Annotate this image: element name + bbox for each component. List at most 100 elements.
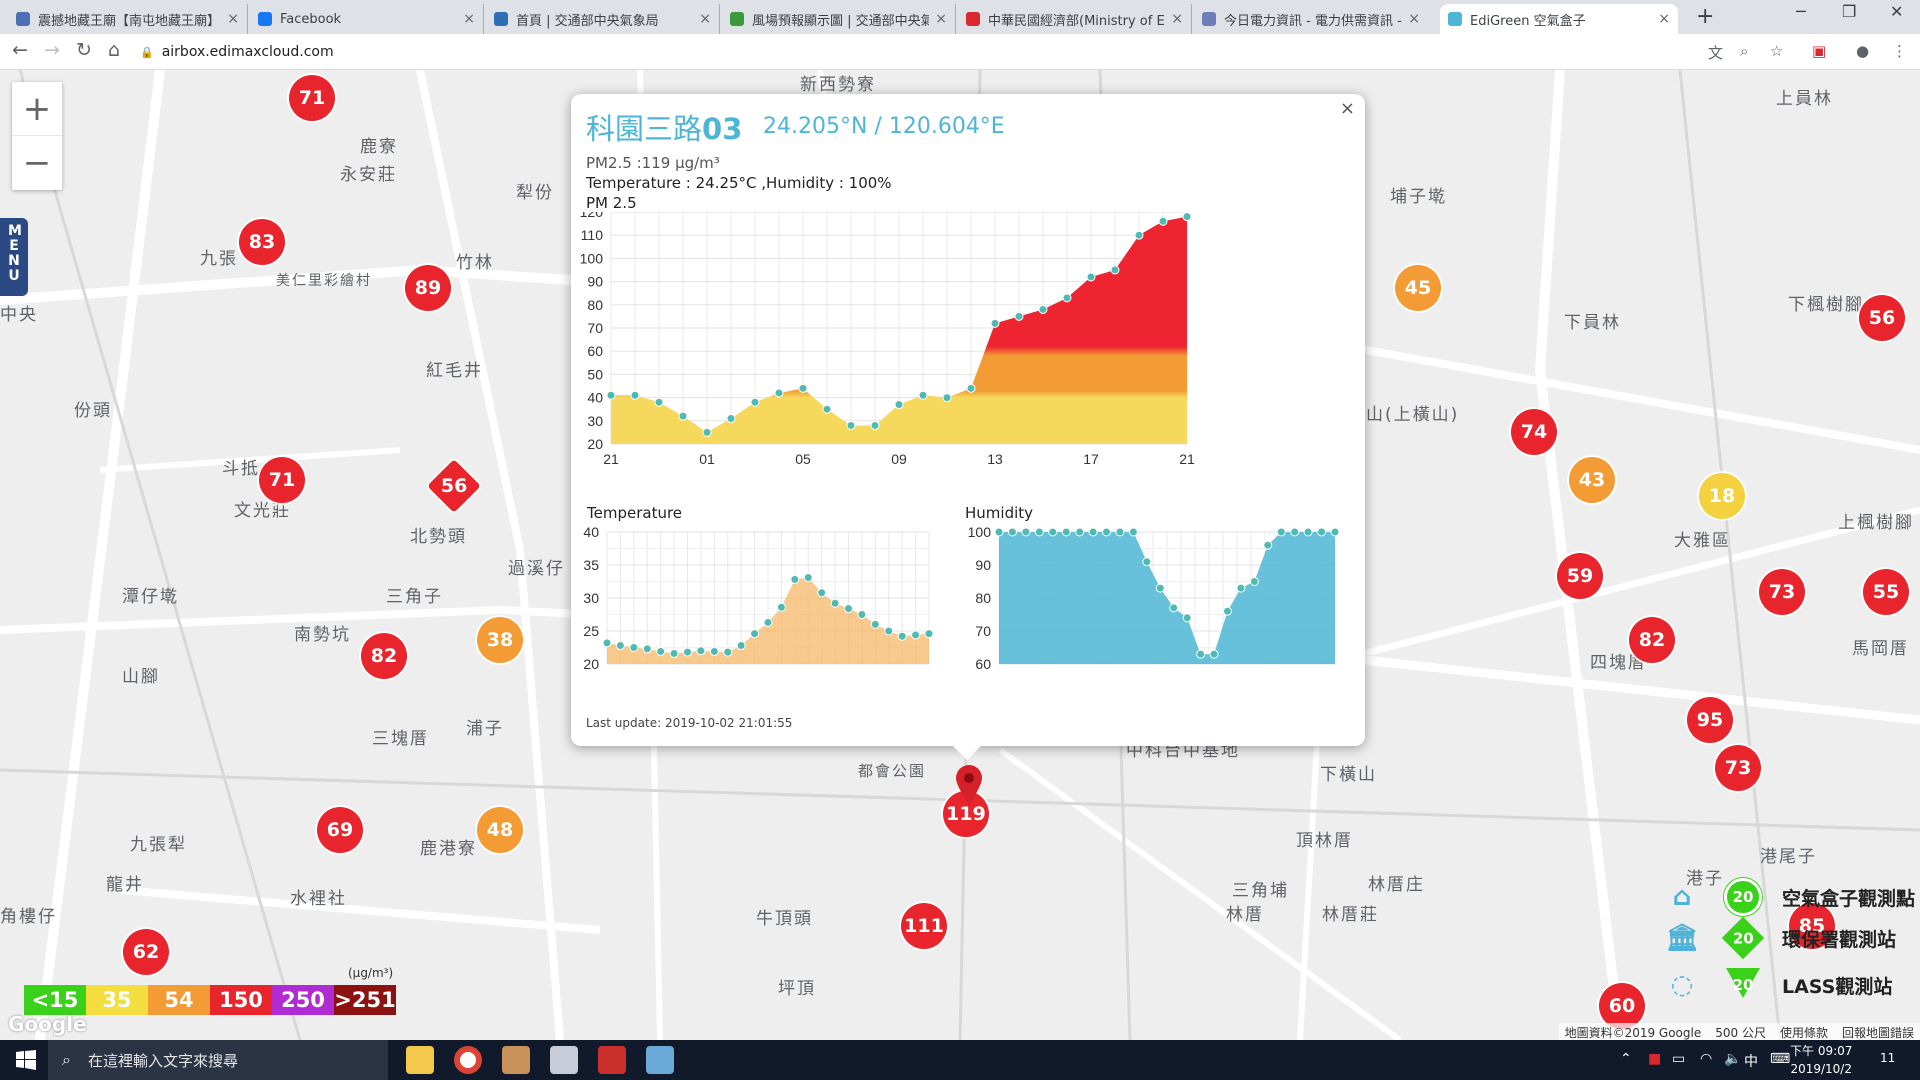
tray-up-icon[interactable]: ⌃ — [1620, 1051, 1632, 1067]
volume-icon[interactable]: 🔈 — [1724, 1051, 1742, 1067]
place-label: 都會公園 — [858, 762, 927, 780]
tab-close-icon[interactable]: × — [227, 11, 239, 27]
data-point — [1038, 304, 1048, 314]
wifi-icon[interactable]: ◠ — [1700, 1051, 1713, 1067]
zoom-icon[interactable]: ⌕ — [1740, 42, 1749, 60]
clock[interactable]: 下午 09:07 2019/10/2 — [1790, 1042, 1852, 1078]
pm25-marker[interactable]: 73 — [1759, 569, 1805, 615]
zoom-out-button[interactable]: − — [22, 143, 52, 183]
pm25-marker[interactable]: 56 — [1859, 295, 1905, 341]
marker-value: 48 — [486, 819, 514, 841]
key-airbox[interactable]: ⌂ 20 空氣盒子觀測點 — [1662, 878, 1915, 916]
keyboard-icon[interactable]: ⌨ — [1770, 1051, 1791, 1067]
data-point — [1155, 583, 1165, 593]
profile-icon[interactable]: ● — [1856, 42, 1870, 60]
pm25-marker[interactable]: 82 — [1629, 617, 1675, 663]
pm25-marker[interactable]: 62 — [123, 929, 169, 975]
pm25-marker[interactable]: 82 — [361, 633, 407, 679]
pm25-marker[interactable]: 45 — [1395, 265, 1441, 311]
battery-icon[interactable]: ▭ — [1672, 1051, 1686, 1067]
app-icon[interactable] — [502, 1046, 530, 1074]
bookmark-star-icon[interactable]: ☆ — [1770, 42, 1784, 60]
ime-indicator[interactable]: 中 — [1744, 1054, 1758, 1070]
pm25-marker[interactable]: 43 — [1569, 457, 1615, 503]
pm25-marker[interactable]: 95 — [1687, 697, 1733, 743]
taskbar-search[interactable]: ⌕ 在這裡輸入文字來搜尋 — [48, 1040, 388, 1080]
report-link[interactable]: 回報地圖錯誤 — [1841, 1026, 1914, 1040]
legend-item: 250 — [272, 985, 334, 1015]
tab-3[interactable]: 風場預報顯示圖 | 交通部中央氣象 × — [722, 4, 956, 34]
data-point — [1128, 527, 1138, 537]
tab-close-icon[interactable]: × — [1658, 11, 1670, 27]
marker-value: 38 — [486, 629, 514, 651]
minimize-icon[interactable]: ─ — [1796, 2, 1806, 21]
popup-close-button[interactable]: × — [1339, 98, 1355, 119]
file-explorer-icon[interactable] — [406, 1046, 434, 1074]
pm25-marker[interactable]: 83 — [239, 219, 285, 265]
temperature-chart-label: Temperature — [587, 504, 683, 522]
tab-close-icon[interactable]: × — [699, 11, 711, 27]
tab-close-icon[interactable]: × — [463, 11, 475, 27]
data-point — [750, 397, 760, 407]
pm25-marker[interactable]: 38 — [477, 617, 523, 663]
restore-icon[interactable]: ❐ — [1842, 2, 1857, 21]
tab-5[interactable]: 今日電力資訊 - 電力供需資訊 - × — [1194, 4, 1428, 34]
notification-count[interactable]: 11 — [1880, 1051, 1896, 1065]
y-tick-label: 90 — [587, 274, 603, 290]
tab-close-icon[interactable]: × — [935, 11, 947, 27]
place-label: 港尾子 — [1760, 847, 1817, 867]
zoom-in-button[interactable]: + — [12, 82, 62, 136]
pm25-marker[interactable]: 89 — [405, 265, 451, 311]
tab-2[interactable]: 首頁 | 交通部中央氣象局 × — [486, 4, 720, 34]
search-icon: ⌕ — [62, 1050, 71, 1069]
pm25-marker[interactable]: 48 — [477, 807, 523, 853]
pm25-marker[interactable]: 55 — [1863, 569, 1909, 615]
place-label: 紅毛井 — [426, 361, 483, 381]
pm25-marker[interactable]: 59 — [1557, 553, 1603, 599]
back-icon[interactable]: ← — [12, 39, 28, 61]
forward-icon[interactable]: → — [44, 39, 60, 61]
tab-6-active[interactable]: EdiGreen 空氣盒子 × — [1440, 4, 1678, 34]
app-icon[interactable] — [598, 1046, 626, 1074]
app-icon[interactable] — [646, 1046, 674, 1074]
tray-app-icon[interactable]: ■ — [1648, 1051, 1662, 1067]
menu-button[interactable]: MENU — [0, 218, 28, 296]
app-icon[interactable] — [550, 1046, 578, 1074]
data-point — [822, 404, 832, 414]
y-tick-label: 80 — [587, 297, 603, 313]
data-point — [630, 390, 640, 400]
tab-close-icon[interactable]: × — [1171, 11, 1183, 27]
place-label: 永安莊 — [340, 165, 397, 185]
reload-icon[interactable]: ↻ — [76, 39, 92, 61]
data-point — [1276, 527, 1286, 537]
menu-dots-icon[interactable]: ⋮ — [1892, 42, 1907, 60]
chrome-icon[interactable] — [454, 1046, 482, 1074]
pm25-marker[interactable]: 111 — [901, 903, 947, 949]
tab-4[interactable]: 中華民國經濟部(Ministry of Eco × — [958, 4, 1192, 34]
key-epa[interactable]: 🏛 20 環保署觀測站 — [1662, 916, 1896, 960]
pm25-marker[interactable]: 74 — [1511, 409, 1557, 455]
data-point — [817, 588, 827, 598]
pm25-marker[interactable]: 73 — [1715, 745, 1761, 791]
key-lass[interactable]: ◌ 20 LASS觀測站 — [1662, 966, 1892, 1004]
legend-item: 150 — [210, 985, 272, 1015]
windows-start-icon[interactable] — [16, 1050, 36, 1070]
terms-link[interactable]: 使用條款 — [1779, 1026, 1828, 1040]
translate-icon[interactable]: 文 — [1708, 44, 1724, 62]
window-close-icon[interactable]: ✕ — [1890, 2, 1904, 21]
key-label: LASS觀測站 — [1782, 975, 1893, 998]
address-bar[interactable]: 🔒 airbox.edimaxcloud.com — [140, 38, 1720, 66]
tab-1[interactable]: Facebook × — [250, 4, 484, 34]
new-tab-button[interactable]: + — [1696, 4, 1715, 29]
y-tick-label: 80 — [975, 590, 991, 606]
pm25-marker[interactable]: 69 — [317, 807, 363, 853]
pm25-marker[interactable]: 85 — [1789, 903, 1835, 949]
pm25-marker[interactable]: 71 — [259, 457, 305, 503]
pm25-marker[interactable]: 60 — [1599, 983, 1645, 1029]
tab-0[interactable]: 震撼地藏王廟【南屯地藏王廟】 × — [8, 4, 248, 34]
pm25-marker[interactable]: 71 — [289, 75, 335, 121]
home-icon[interactable]: ⌂ — [108, 39, 121, 61]
tab-close-icon[interactable]: × — [1408, 11, 1420, 27]
pm25-marker[interactable]: 18 — [1699, 473, 1745, 519]
extension-icon[interactable]: ▣ — [1812, 42, 1827, 60]
